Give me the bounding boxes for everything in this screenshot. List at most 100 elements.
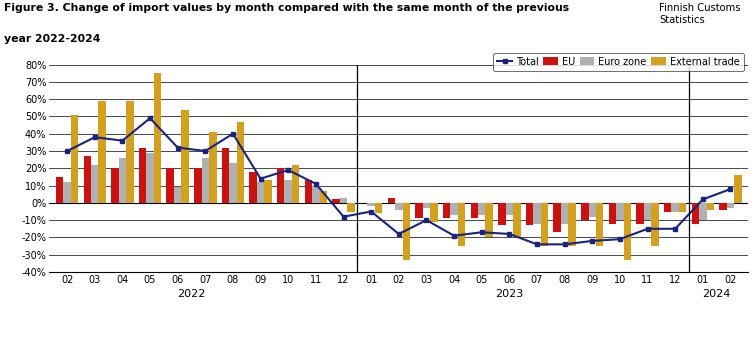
Bar [249, 172, 257, 203]
Total [311, 182, 321, 186]
Bar [561, 203, 569, 224]
Bar [166, 168, 174, 203]
Bar [423, 203, 430, 208]
Bar [237, 122, 244, 203]
Bar [671, 203, 679, 211]
Text: Finnish Customs
Statistics: Finnish Customs Statistics [659, 3, 741, 25]
Bar [513, 203, 521, 237]
Bar [624, 203, 631, 260]
Total [587, 239, 596, 243]
Bar [679, 203, 686, 211]
Bar [375, 203, 383, 213]
Bar [692, 203, 699, 224]
Bar [443, 203, 451, 218]
Bar [637, 203, 644, 224]
Bar [126, 101, 134, 203]
Bar [257, 182, 265, 203]
Total [339, 215, 348, 219]
Bar [71, 115, 79, 203]
Total [422, 218, 431, 222]
Total [505, 232, 514, 236]
Total [63, 149, 72, 153]
Total [615, 237, 624, 241]
Total [284, 168, 293, 172]
Text: year 2022-2024: year 2022-2024 [4, 34, 100, 44]
Bar [284, 181, 292, 203]
Bar [609, 203, 616, 224]
Bar [181, 109, 189, 203]
Bar [533, 203, 541, 224]
Text: 2023: 2023 [495, 289, 523, 299]
Bar [498, 203, 506, 225]
Bar [430, 203, 438, 222]
Total [145, 116, 154, 120]
Bar [153, 73, 161, 203]
Bar [734, 175, 742, 203]
Total [477, 230, 486, 234]
Bar [478, 203, 485, 215]
Bar [320, 191, 327, 203]
Bar [194, 168, 202, 203]
Bar [277, 168, 284, 203]
Total [118, 139, 127, 143]
Total [643, 227, 652, 231]
Bar [395, 203, 402, 210]
Bar [98, 101, 106, 203]
Bar [84, 156, 91, 203]
Bar [64, 182, 71, 203]
Bar [119, 158, 126, 203]
Bar [312, 186, 320, 203]
Total [671, 227, 680, 231]
Total [173, 146, 182, 150]
Bar [485, 203, 493, 237]
Bar [719, 203, 727, 210]
Bar [588, 203, 596, 217]
Total [560, 242, 569, 246]
Bar [541, 203, 548, 246]
Total [450, 234, 459, 238]
Total [395, 232, 404, 236]
Bar [174, 187, 181, 203]
Bar [367, 203, 375, 206]
Bar [458, 203, 465, 246]
Bar [616, 203, 624, 220]
Bar [111, 168, 119, 203]
Legend: Total, EU, Euro zone, External trade: Total, EU, Euro zone, External trade [494, 53, 744, 71]
Bar [451, 203, 458, 215]
Bar [347, 203, 355, 211]
Bar [147, 153, 153, 203]
Bar [415, 203, 423, 218]
Bar [56, 177, 64, 203]
Bar [139, 148, 147, 203]
Bar [581, 203, 588, 220]
Bar [91, 165, 98, 203]
Bar [229, 163, 237, 203]
Bar [525, 203, 533, 225]
Bar [651, 203, 658, 246]
Line: Total: Total [65, 116, 733, 246]
Total [256, 177, 265, 181]
Bar [569, 203, 576, 246]
Bar [506, 203, 513, 215]
Total [228, 132, 237, 136]
Bar [339, 198, 347, 203]
Bar [470, 203, 478, 218]
Bar [727, 203, 734, 208]
Text: 2024: 2024 [702, 289, 731, 299]
Bar [292, 165, 299, 203]
Bar [333, 199, 339, 203]
Total [699, 197, 708, 201]
Bar [222, 148, 229, 203]
Bar [209, 132, 216, 203]
Total [201, 149, 210, 153]
Bar [664, 203, 671, 211]
Bar [699, 203, 707, 220]
Bar [305, 181, 312, 203]
Total [532, 242, 541, 246]
Bar [265, 181, 272, 203]
Text: Figure 3. Change of import values by month compared with the same month of the p: Figure 3. Change of import values by mon… [4, 3, 569, 13]
Bar [202, 158, 209, 203]
Total [726, 187, 735, 191]
Text: 2022: 2022 [178, 289, 206, 299]
Bar [402, 203, 410, 260]
